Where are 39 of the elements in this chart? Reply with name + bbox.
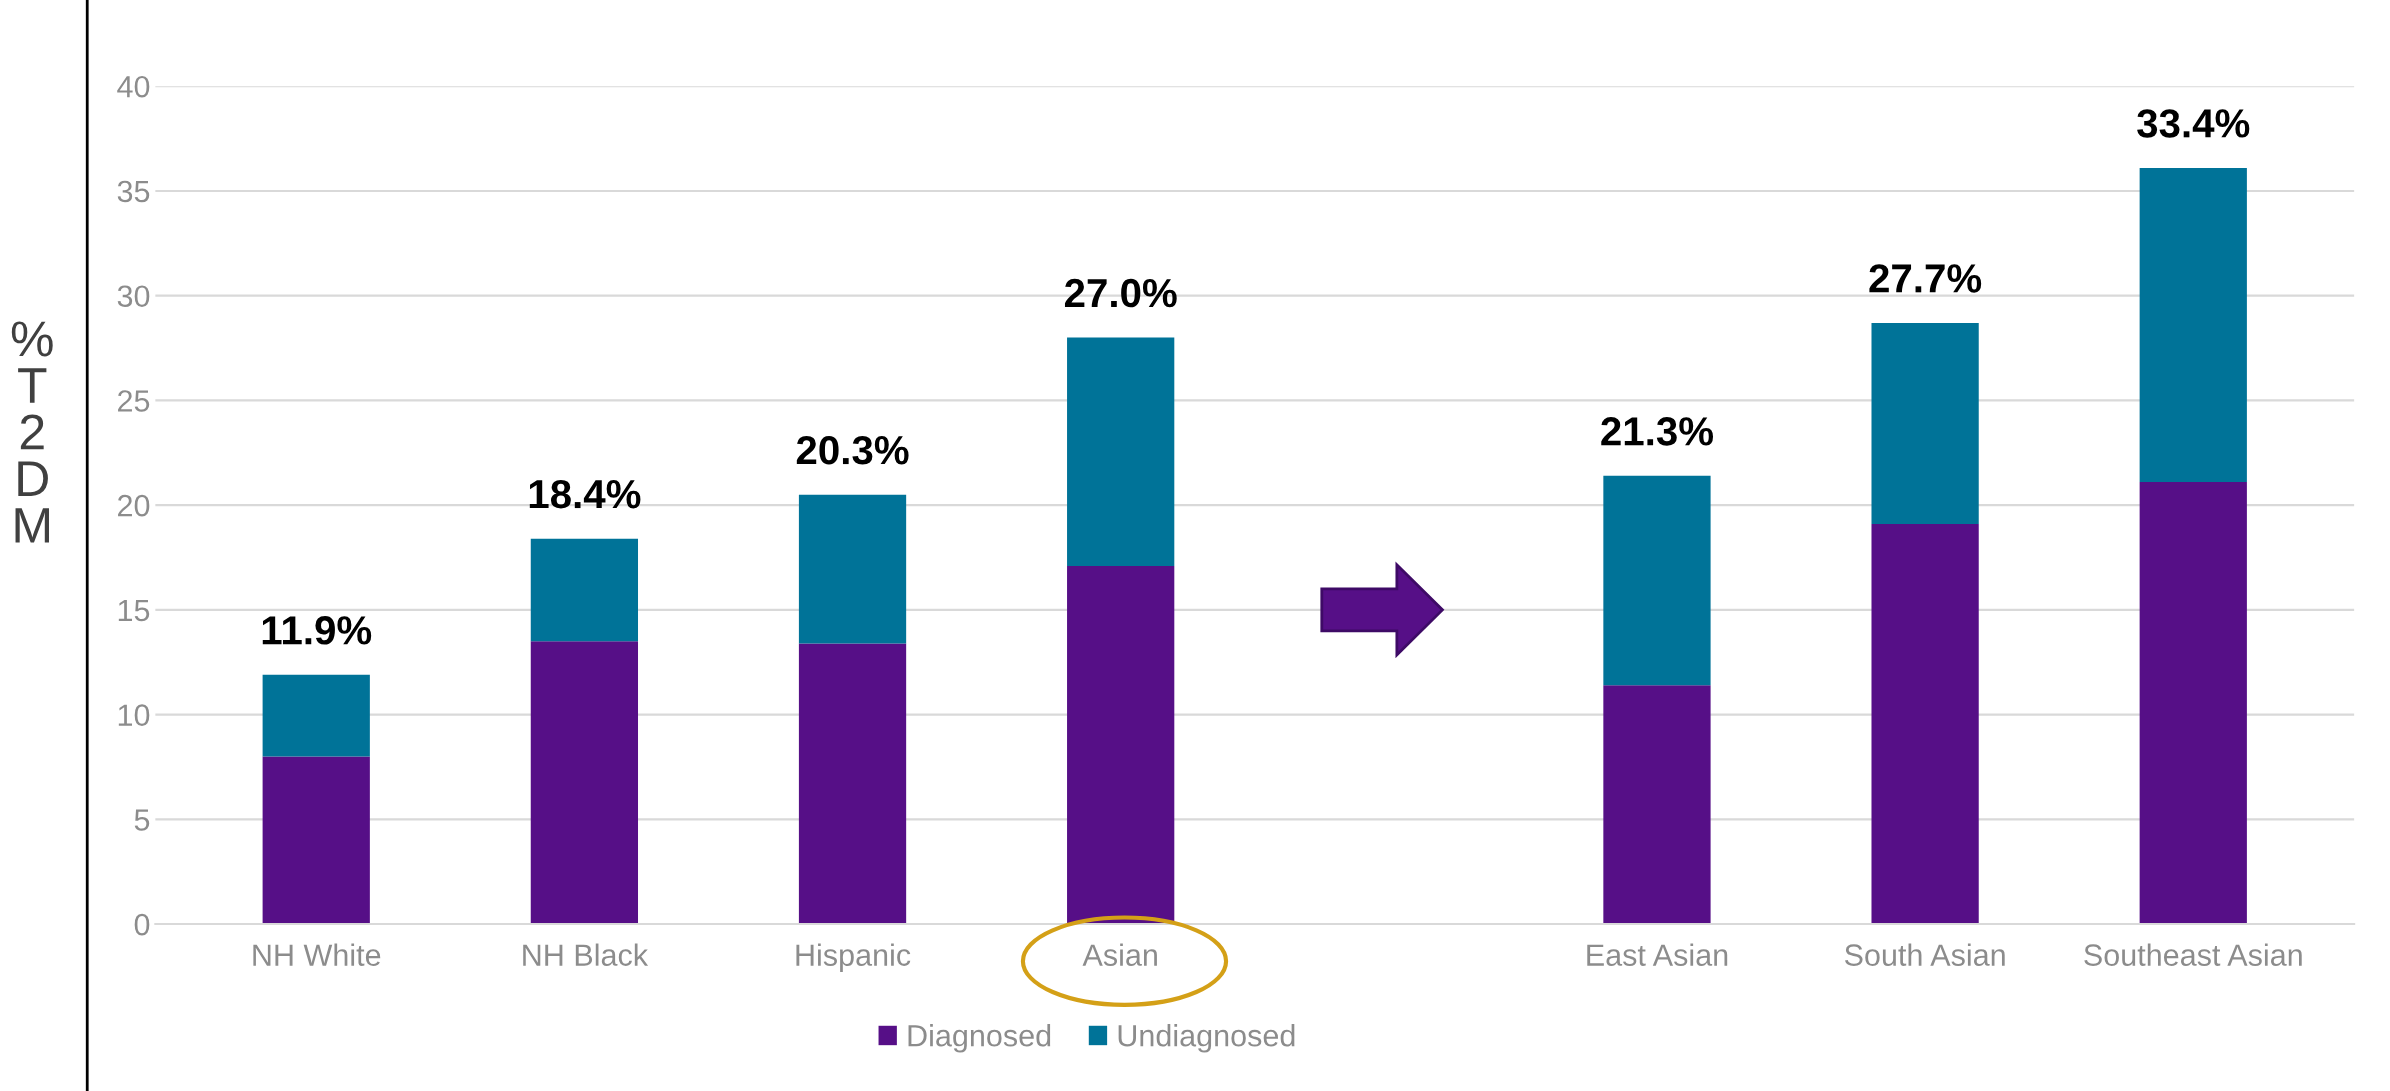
bar [1067, 337, 1175, 566]
annotation: 11.9% [262, 616, 372, 645]
bar [798, 494, 907, 644]
annotation: 20.3% [796, 435, 909, 465]
bar [530, 538, 639, 642]
annotation: 18.4% [529, 479, 641, 509]
x-tick-label: Hispanic [796, 943, 911, 972]
y-tick-label: 0 [134, 913, 150, 936]
legend-label: Undiagnosed [1118, 1024, 1295, 1053]
annotation: 27.0% [1064, 278, 1177, 308]
y-tick-label: 15 [118, 599, 150, 622]
bar [798, 643, 907, 925]
y-tick-label: 10 [118, 704, 150, 726]
y-tick-label: 40 [117, 75, 150, 98]
x-tick-label: South Asian [1844, 943, 2005, 966]
bar [262, 674, 370, 757]
bar [1871, 523, 1979, 925]
y-axis-title: %T2DM [11, 321, 53, 543]
x-tick-label: Asian [1082, 943, 1157, 966]
x-tick-label: NH Black [523, 943, 649, 966]
x-tick-label: Southeast Asian [2084, 943, 2302, 966]
bar [1603, 475, 1711, 686]
y-tick-label: 35 [117, 180, 150, 203]
bar [2139, 482, 2247, 925]
annotation: 33.4% [2137, 109, 2250, 138]
y-tick-label: 5 [134, 809, 150, 831]
y-tick-label: 30 [117, 285, 150, 308]
bar [1871, 322, 1979, 524]
annotation: 27.7% [1869, 264, 1982, 293]
bar [2139, 167, 2247, 483]
x-tick-label: NH White [253, 943, 381, 966]
x-tick-label: East Asian [1587, 943, 1728, 966]
bar [530, 641, 639, 925]
bar [262, 756, 370, 925]
y-tick-label: 25 [118, 390, 150, 412]
y-tick-label: 20 [118, 494, 150, 517]
bar [1603, 685, 1711, 925]
legend-label: Diagnosed [908, 1024, 1051, 1053]
annotation: 21.3% [1601, 417, 1714, 446]
